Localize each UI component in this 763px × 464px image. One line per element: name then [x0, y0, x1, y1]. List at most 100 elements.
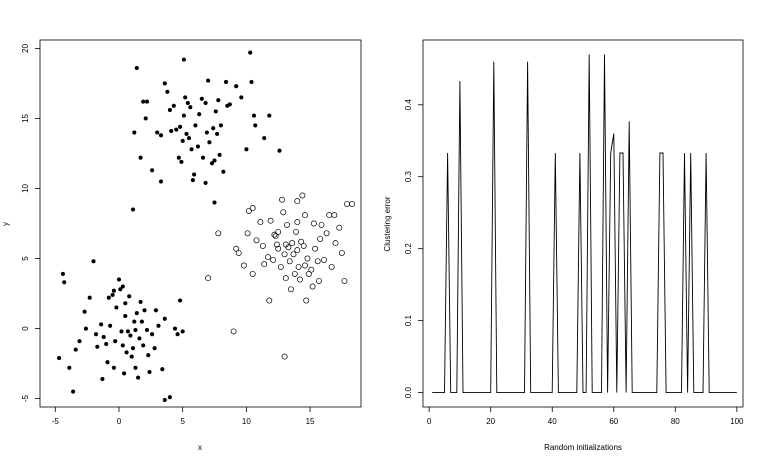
scatter-point-open [294, 219, 301, 226]
scatter-point-open [280, 209, 287, 216]
scatter-point-open [305, 270, 312, 277]
scatter-point-open [291, 270, 298, 277]
scatter-point-open [296, 276, 303, 283]
scatter-point-filled [105, 360, 110, 365]
scatter-point-filled [113, 339, 118, 344]
scatter-point-filled [138, 155, 143, 160]
scatter-point-open [310, 220, 317, 227]
scatter-point-filled [156, 323, 161, 328]
scatter-point-open [257, 219, 264, 226]
scatter-point-open [271, 231, 278, 238]
scatter-y-tick-label: 10 [21, 183, 30, 192]
line-ylabel: Clustering error [383, 196, 392, 251]
scatter-point-open [323, 230, 330, 237]
line-y-tick-label: 0.1 [404, 315, 413, 327]
scatter-panel: -5 0 5 10 15 -5 0 5 10 15 20 x y [1, 39, 362, 452]
scatter-point-filled [203, 100, 208, 106]
scatter-x-tick-label: -5 [52, 417, 60, 426]
line-x-tick-label: 40 [548, 417, 557, 426]
scatter-point-filled [136, 375, 141, 380]
scatter-point-filled [138, 299, 143, 304]
scatter-point-filled [179, 159, 184, 164]
scatter-point-open [249, 270, 256, 277]
scatter-point-filled [111, 288, 116, 293]
scatter-point-filled [70, 389, 76, 394]
scatter-point-filled [251, 113, 257, 118]
scatter-point-filled [62, 280, 67, 285]
scatter-point-open [286, 258, 293, 265]
scatter-point-filled [212, 200, 217, 205]
scatter-x-tick-label: 5 [180, 417, 185, 426]
scatter-point-filled [211, 126, 216, 131]
scatter-y-tick-label: 0 [21, 326, 30, 331]
scatter-point-filled [180, 138, 185, 143]
scatter-point-open [282, 275, 289, 282]
scatter-point-filled [111, 365, 116, 370]
scatter-point-filled [114, 305, 119, 310]
scatter-point-filled [234, 84, 239, 89]
scatter-point-filled [101, 334, 106, 340]
scatter-point-filled [104, 341, 109, 347]
scatter-point-filled [134, 311, 139, 316]
scatter-point-filled [98, 322, 104, 327]
scatter-point-filled [167, 107, 172, 113]
scatter-point-filled [147, 369, 152, 375]
scatter-point-filled [137, 336, 142, 341]
scatter-point-open [293, 228, 299, 235]
line-x-tick-label: 0 [427, 417, 432, 426]
scatter-point-filled [100, 376, 105, 382]
scatter-point-open [326, 212, 333, 219]
scatter-x-tick-label: 10 [242, 417, 251, 426]
scatter-point-filled [152, 346, 157, 351]
scatter-point-open [289, 240, 296, 247]
scatter-point-filled [158, 179, 164, 184]
scatter-point-filled [162, 81, 167, 86]
scatter-point-filled [116, 277, 122, 282]
scatter-point-open [230, 328, 237, 335]
scatter-point-filled [133, 365, 138, 370]
scatter-point-open [233, 245, 240, 252]
line-y-tick-label: 0.4 [404, 99, 413, 111]
line-x-tick-label: 80 [671, 417, 680, 426]
scatter-point-filled [146, 353, 151, 358]
scatter-point-filled [128, 333, 133, 338]
scatter-point-filled [207, 140, 212, 145]
scatter-point-filled [130, 346, 136, 351]
scatter-point-filled [129, 354, 134, 359]
scatter-point-filled [215, 131, 220, 136]
scatter-point-filled [169, 128, 174, 134]
scatter-point-filled [178, 124, 183, 129]
scatter-point-filled [189, 147, 194, 152]
scatter-x-tick-label: 0 [117, 417, 122, 426]
scatter-y-tick-label: -5 [21, 394, 30, 402]
scatter-point-open [245, 207, 252, 214]
scatter-point-open [266, 297, 273, 304]
scatter-point-filled [209, 161, 215, 166]
scatter-point-open [265, 254, 271, 261]
scatter-point-open [294, 198, 301, 205]
scatter-point-open [285, 244, 292, 251]
line-x-tick-label: 20 [486, 417, 495, 426]
scatter-point-filled [127, 294, 132, 299]
scatter-xlabel: x [198, 443, 202, 452]
scatter-point-filled [158, 133, 164, 138]
scatter-point-filled [77, 339, 82, 344]
scatter-point-filled [184, 131, 189, 136]
scatter-point-filled [93, 332, 99, 337]
scatter-point-filled [178, 298, 183, 303]
scatter-point-open [284, 221, 291, 228]
line-x-tick-label: 60 [609, 417, 618, 426]
scatter-point-open [303, 297, 310, 304]
scatter-y-tick-label: 5 [21, 256, 30, 261]
scatter-point-filled [180, 329, 185, 334]
scatter-point-filled [217, 152, 222, 157]
scatter-point-filled [87, 295, 92, 300]
scatter-point-open [273, 241, 280, 248]
line-y-tick-label: 0.0 [404, 386, 413, 398]
scatter-y-tick-label: 20 [21, 43, 30, 52]
scatter-point-filled [186, 136, 192, 141]
scatter-point-filled [119, 329, 124, 334]
scatter-point-filled [172, 326, 178, 331]
scatter-point-filled [267, 113, 272, 118]
